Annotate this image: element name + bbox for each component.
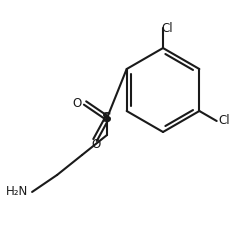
Text: H₂N: H₂N [6,185,28,198]
Text: O: O [91,138,101,151]
Text: Cl: Cl [219,114,230,128]
Text: O: O [72,96,82,109]
Text: Cl: Cl [161,22,173,35]
Text: S: S [102,111,112,125]
